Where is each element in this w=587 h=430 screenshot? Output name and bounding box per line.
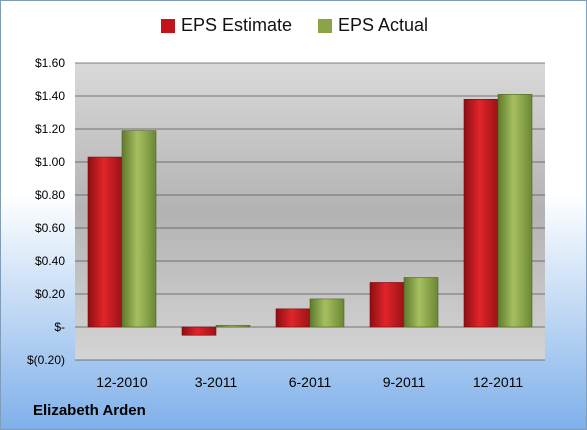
legend-label-estimate: EPS Estimate xyxy=(180,15,292,35)
y-tick-label: $(0.20) xyxy=(27,353,65,367)
bar-eps-estimate xyxy=(369,282,405,328)
legend-swatch-actual xyxy=(317,18,332,33)
y-tick-label: $1.20 xyxy=(35,122,65,136)
bar-eps-actual xyxy=(403,277,439,328)
y-tick-label: $0.60 xyxy=(35,221,65,235)
x-tick-label: 6-2011 xyxy=(289,374,332,390)
y-tick-label: $1.00 xyxy=(35,155,65,169)
bar-eps-actual xyxy=(215,325,251,328)
bar-eps-actual xyxy=(121,130,157,328)
bar-eps-actual xyxy=(497,94,533,328)
legend-item-actual: EPS Actual xyxy=(317,15,429,36)
x-tick-label: 3-2011 xyxy=(195,374,238,390)
bar-eps-estimate xyxy=(87,156,123,328)
x-tick-label: 9-2011 xyxy=(383,374,426,390)
legend: EPS Estimate EPS Actual xyxy=(1,15,587,36)
bar-eps-actual xyxy=(309,298,345,328)
y-tick-label: $1.60 xyxy=(35,56,65,70)
bars xyxy=(87,94,533,336)
y-axis-labels: $(0.20) $- $0.20 $0.40 $0.60 $0.80 $1.00 $1.20 $… xyxy=(27,56,65,367)
x-tick-label: 12-2010 xyxy=(96,374,148,390)
legend-swatch-estimate xyxy=(160,18,175,33)
x-tick-label: 12-2011 xyxy=(473,374,524,390)
x-axis-labels: 12-2010 3-2011 6-2011 9-2011 12-2011 xyxy=(96,374,523,390)
legend-label-actual: EPS Actual xyxy=(337,15,429,35)
bar-eps-estimate xyxy=(463,99,499,328)
bar-eps-estimate xyxy=(275,308,311,328)
legend-item-estimate: EPS Estimate xyxy=(160,15,292,36)
y-tick-label: $0.20 xyxy=(35,287,65,301)
y-tick-label: $0.80 xyxy=(35,188,65,202)
y-tick-label: $0.40 xyxy=(35,254,65,268)
company-name: Elizabeth Arden xyxy=(33,402,146,419)
y-tick-label: $1.40 xyxy=(35,89,65,103)
bar-eps-estimate xyxy=(181,326,217,336)
y-tick-label: $- xyxy=(54,320,65,334)
